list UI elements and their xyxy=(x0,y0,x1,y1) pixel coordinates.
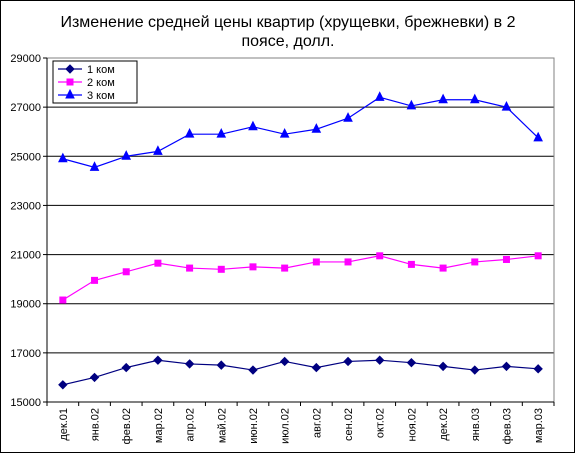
y-tick-label: 15000 xyxy=(10,397,41,409)
data-point xyxy=(470,365,480,375)
data-point xyxy=(501,361,512,372)
y-tick-label: 21000 xyxy=(10,250,41,262)
data-point xyxy=(375,355,385,365)
data-point xyxy=(91,276,99,284)
x-tick-label: янв.02 xyxy=(90,408,102,441)
legend-marker xyxy=(65,88,75,99)
data-point xyxy=(216,360,226,370)
data-point xyxy=(121,362,131,373)
data-point xyxy=(89,161,100,171)
x-tick-label: фев.02 xyxy=(121,408,133,444)
data-point xyxy=(279,128,290,138)
legend-marker xyxy=(66,78,74,86)
data-point xyxy=(248,120,258,131)
data-point xyxy=(153,145,163,155)
data-point xyxy=(406,357,417,368)
data-point xyxy=(343,112,353,122)
data-point xyxy=(501,101,512,111)
data-point xyxy=(186,264,194,272)
x-tick-label: авг.02 xyxy=(311,408,323,438)
data-point xyxy=(248,365,258,375)
chart-title-line-1: Изменение средней цены квартир (хрущевки… xyxy=(60,14,515,31)
data-point xyxy=(249,263,257,271)
data-point xyxy=(154,259,162,267)
data-point xyxy=(281,264,289,272)
x-axis: дек.01 янв.02 фев.02 мар.02 апр.02 май.02 июн.… xyxy=(46,401,555,444)
data-point xyxy=(216,128,227,138)
y-tick-label: 25000 xyxy=(10,151,41,163)
data-point xyxy=(438,93,448,104)
y-axis: 15000 17000 19000 21000 23000 25000 27000 29000 xyxy=(10,53,48,409)
data-point xyxy=(58,380,68,390)
x-tick-label: ноя.02 xyxy=(406,408,418,441)
data-point xyxy=(312,258,320,266)
data-point xyxy=(533,131,543,142)
legend-label: 3 ком xyxy=(87,90,115,102)
data-point xyxy=(122,268,130,276)
data-point xyxy=(502,255,510,263)
data-point xyxy=(439,264,447,272)
x-tick-label: мар.03 xyxy=(533,408,545,443)
series-3 xyxy=(58,91,543,171)
data-point xyxy=(59,296,67,304)
data-point xyxy=(121,150,132,160)
series-2 xyxy=(59,252,542,304)
series-line xyxy=(62,255,539,301)
x-tick-label: июн.02 xyxy=(248,408,260,444)
x-tick-label: янв.03 xyxy=(470,408,482,441)
data-point xyxy=(344,258,352,266)
legend-label: 2 ком xyxy=(87,77,115,89)
x-tick-label: апр.02 xyxy=(185,408,197,441)
data-point xyxy=(279,356,290,367)
data-point xyxy=(438,361,448,372)
data-point xyxy=(184,359,195,369)
data-point xyxy=(471,258,479,266)
series-1 xyxy=(58,355,543,390)
y-tick-label: 29000 xyxy=(10,53,41,65)
x-tick-label: дек.02 xyxy=(438,408,450,441)
y-tick-label: 23000 xyxy=(10,200,41,212)
data-point xyxy=(343,356,353,367)
data-point xyxy=(534,252,542,260)
x-tick-label: сен.02 xyxy=(343,408,355,441)
legend-label: 1 ком xyxy=(87,64,115,76)
series-group xyxy=(58,91,543,390)
chart-title-line-2: поясе, долл. xyxy=(241,33,334,50)
legend-marker xyxy=(65,64,75,74)
data-point xyxy=(407,260,415,268)
data-point xyxy=(374,91,385,101)
y-tick-label: 17000 xyxy=(10,348,41,360)
data-point xyxy=(311,123,322,133)
x-tick-label: дек.01 xyxy=(58,408,70,441)
data-point xyxy=(469,93,480,104)
data-point xyxy=(153,355,163,365)
plot-area xyxy=(46,57,555,403)
series-line xyxy=(62,359,539,386)
y-tick-label: 19000 xyxy=(10,299,41,311)
data-point xyxy=(217,265,225,273)
x-tick-label: мар.02 xyxy=(153,408,165,443)
data-point xyxy=(311,362,322,373)
x-tick-label: окт.02 xyxy=(375,408,387,438)
y-tick-label: 27000 xyxy=(10,102,41,114)
x-tick-label: июл.02 xyxy=(280,408,292,444)
data-point xyxy=(406,99,417,110)
series-line xyxy=(62,96,539,168)
x-tick-label: фев.03 xyxy=(501,408,513,444)
data-point xyxy=(184,128,195,138)
x-tick-label: май.02 xyxy=(216,408,228,443)
data-point xyxy=(58,152,68,163)
data-point xyxy=(376,252,384,260)
data-point xyxy=(533,364,543,374)
data-point xyxy=(89,372,100,383)
